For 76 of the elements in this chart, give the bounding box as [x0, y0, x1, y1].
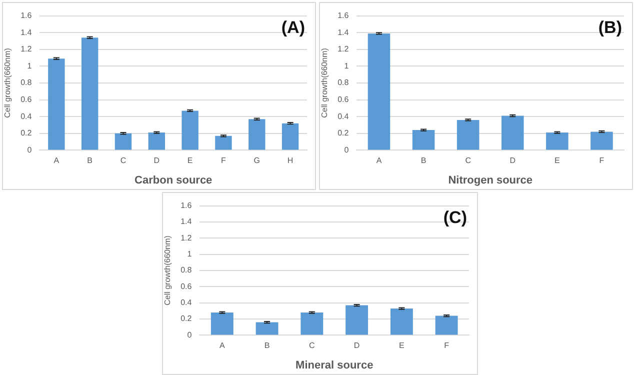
x-tick-label: D — [510, 156, 516, 166]
y-tick-label: 0.2 — [338, 128, 350, 138]
y-tick-label: 0.2 — [180, 314, 192, 324]
y-tick-label: 1.6 — [180, 201, 192, 210]
x-tick-label: F — [599, 156, 604, 166]
y-tick-label: 1 — [187, 250, 192, 259]
y-tick-label: 1.2 — [338, 44, 350, 54]
bar — [546, 132, 568, 150]
y-tick-label: 0 — [187, 330, 192, 340]
y-tick-label: 0.8 — [338, 78, 350, 88]
y-tick-label: 1 — [27, 61, 32, 70]
x-tick-label: C — [465, 156, 472, 166]
chart-title: (C) — [443, 208, 467, 227]
bar — [501, 116, 524, 150]
bar — [435, 316, 458, 335]
x-tick-label: C — [309, 341, 316, 350]
y-tick-label: 1.2 — [20, 44, 32, 54]
x-axis-title: Mineral source — [296, 359, 374, 372]
x-tick-label: B — [87, 156, 93, 166]
y-tick-label: 1.4 — [20, 28, 32, 37]
bar — [456, 120, 480, 150]
y-axis-title: Cell growth(660nm) — [320, 48, 330, 118]
y-axis-title: Cell growth(660nm) — [163, 235, 172, 306]
x-tick-label: D — [154, 156, 160, 166]
x-axis-title: Carbon source — [134, 174, 212, 186]
x-tick-label: G — [254, 156, 260, 166]
x-tick-label: B — [264, 341, 270, 350]
bar — [114, 133, 132, 150]
bar — [182, 110, 198, 150]
chart-title: (B) — [598, 18, 622, 37]
x-tick-label: H — [287, 156, 294, 166]
y-tick-label: 0.4 — [20, 112, 32, 121]
x-tick-label: F — [221, 156, 226, 166]
bar — [300, 312, 324, 335]
bar — [282, 123, 299, 150]
y-tick-label: 0 — [344, 145, 350, 154]
y-tick-label: 0.4 — [338, 112, 350, 121]
x-tick-label: E — [399, 341, 404, 350]
y-tick-label: 1.2 — [180, 233, 192, 242]
bar — [81, 38, 98, 150]
y-tick-label: 1.6 — [338, 11, 350, 20]
bar — [215, 136, 232, 150]
y-tick-label: 0.4 — [180, 298, 192, 308]
y-tick-label: 0.2 — [20, 128, 32, 138]
bar — [390, 308, 413, 335]
x-tick-label: B — [420, 156, 426, 166]
y-tick-label: 0.6 — [338, 95, 350, 104]
x-tick-label: A — [54, 156, 60, 166]
bar — [248, 119, 266, 150]
y-tick-label: 1.4 — [180, 217, 192, 226]
y-tick-label: 1.4 — [338, 28, 350, 37]
x-tick-label: A — [219, 341, 226, 350]
bar — [590, 132, 613, 150]
x-tick-label: D — [354, 341, 360, 350]
bar — [412, 130, 435, 150]
chart-title: (A) — [281, 18, 305, 37]
y-axis-title: Cell growth(660nm) — [3, 48, 12, 118]
y-tick-label: 0.6 — [20, 95, 32, 104]
bar — [48, 58, 65, 150]
bar — [210, 312, 234, 335]
y-tick-label: 0 — [27, 145, 32, 154]
x-tick-label: F — [444, 341, 450, 350]
bar — [368, 33, 390, 150]
x-tick-label: E — [187, 156, 193, 166]
y-tick-label: 1.6 — [20, 11, 32, 20]
x-tick-label: E — [554, 156, 560, 166]
x-axis-title: Nitrogen source — [448, 174, 533, 186]
bar — [346, 305, 368, 335]
y-tick-label: 0.6 — [180, 282, 192, 291]
bar — [148, 132, 166, 150]
y-tick-label: 0.8 — [180, 266, 192, 275]
x-tick-label: A — [376, 156, 382, 166]
y-tick-label: 1 — [344, 61, 350, 70]
y-tick-label: 0.8 — [20, 78, 32, 88]
x-tick-label: C — [120, 156, 126, 166]
bar — [256, 322, 278, 335]
